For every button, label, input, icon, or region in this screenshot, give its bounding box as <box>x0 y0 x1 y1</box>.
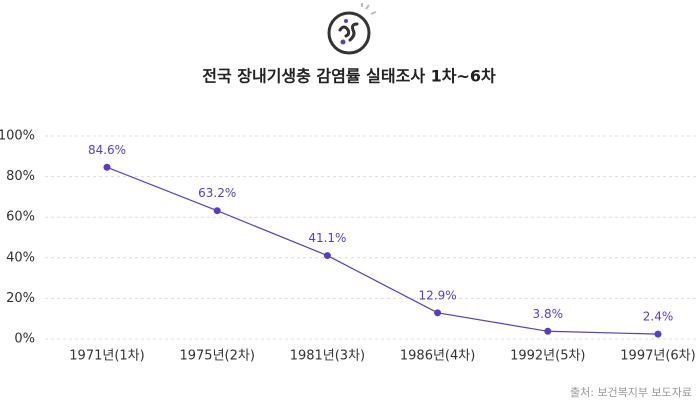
line <box>106 166 659 335</box>
y-tick-label: 100% <box>0 129 35 144</box>
y-tick-label: 80% <box>6 169 35 184</box>
data-label: 84.6% <box>88 143 126 157</box>
point <box>213 207 221 215</box>
point <box>103 163 111 171</box>
point <box>654 330 662 338</box>
data-label: 3.8% <box>533 307 564 321</box>
x-tick-label: 1992년(5차) <box>510 349 585 364</box>
y-tick-label: 0% <box>14 332 35 347</box>
point <box>323 252 331 260</box>
data-label: 2.4% <box>643 310 674 324</box>
x-tick-label: 1986년(4차) <box>400 349 475 364</box>
x-tick-label: 1997년(6차) <box>620 349 695 364</box>
data-label: 63.2% <box>198 186 236 200</box>
data-label: 41.1% <box>308 231 346 245</box>
point <box>434 309 442 317</box>
logo <box>327 3 377 55</box>
x-tick-label: 1975년(2차) <box>179 349 254 364</box>
x-tick-label: 1971년(1차) <box>69 349 144 364</box>
data-label: 12.9% <box>419 288 457 302</box>
source: 출처: 보건복지부 보도자료 <box>570 386 692 399</box>
y-tick-label: 20% <box>6 291 35 306</box>
y-tick-label: 40% <box>6 250 35 265</box>
chart-title: 전국 장내기생충 감염률 실태조사 1차~6차 <box>202 67 496 86</box>
point <box>544 327 552 335</box>
x-tick-label: 1981년(3차) <box>290 349 365 364</box>
y-tick-label: 60% <box>6 210 35 225</box>
